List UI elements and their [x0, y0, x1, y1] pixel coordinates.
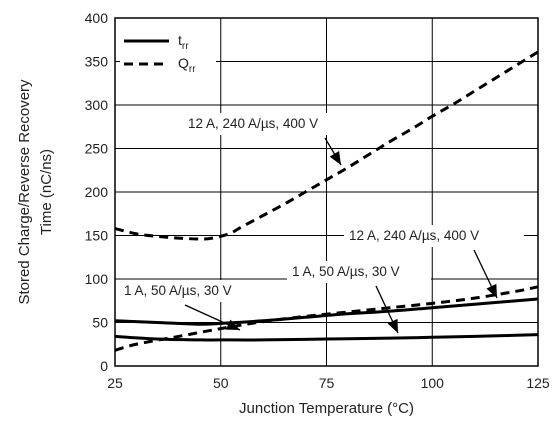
x-tick-label: 125 — [526, 375, 550, 391]
legend-label: Qrr — [178, 55, 196, 75]
y-tick-label: 150 — [85, 228, 109, 244]
annotations: 12 A, 240 A/µs, 400 V 12 A, 240 A/µs, 400… — [119, 113, 524, 334]
annotation-background — [183, 113, 371, 135]
series-group — [114, 50, 539, 352]
plot-frame — [114, 17, 539, 367]
series-line-3 — [114, 333, 539, 342]
annotation-background — [344, 225, 524, 247]
y-axis-label-line1: Stored Charge/Reverse Recovery — [16, 79, 33, 305]
y-tick-label: 200 — [85, 184, 109, 200]
annotation-arrowhead — [225, 319, 240, 330]
annotation-arrowhead — [329, 151, 341, 165]
y-axis-label-line2: Time (nC/ns) — [38, 149, 55, 235]
tick-labels: 25 50 75 100 125 0 50 100 150 200 250 300 350 400 — [85, 10, 550, 391]
y-tick-label: 300 — [85, 97, 109, 113]
series-line-2 — [114, 285, 539, 352]
y-tick-label: 100 — [85, 271, 109, 287]
y-tick-label: 50 — [92, 315, 108, 331]
annotation-arrowhead — [387, 318, 398, 333]
series-line-0 — [114, 50, 539, 241]
y-tick-label: 250 — [85, 141, 109, 157]
legend-background — [120, 24, 216, 80]
annotation-label: 12 A, 240 A/µs, 400 V — [188, 116, 318, 131]
x-tick-label: 50 — [213, 375, 229, 391]
x-axis-label: Junction Temperature (°C) — [239, 400, 414, 417]
y-tick-label: 0 — [100, 358, 108, 374]
legend-label: trr — [178, 32, 189, 52]
x-tick-label: 100 — [421, 375, 445, 391]
y-tick-label: 400 — [85, 10, 109, 26]
annotation-background — [119, 280, 255, 302]
annotation-label: 12 A, 240 A/µs, 400 V — [349, 228, 479, 243]
y-tick-label: 350 — [85, 54, 109, 70]
annotation-label: 1 A, 50 A/µs, 30 V — [124, 283, 232, 298]
x-tick-label: 75 — [319, 375, 335, 391]
annotation-background — [287, 261, 431, 283]
annotation-label: 1 A, 50 A/µs, 30 V — [292, 264, 400, 279]
annotation-arrowhead — [486, 283, 497, 298]
legend: trr Qrr — [120, 24, 216, 80]
x-tick-label: 25 — [107, 375, 123, 391]
